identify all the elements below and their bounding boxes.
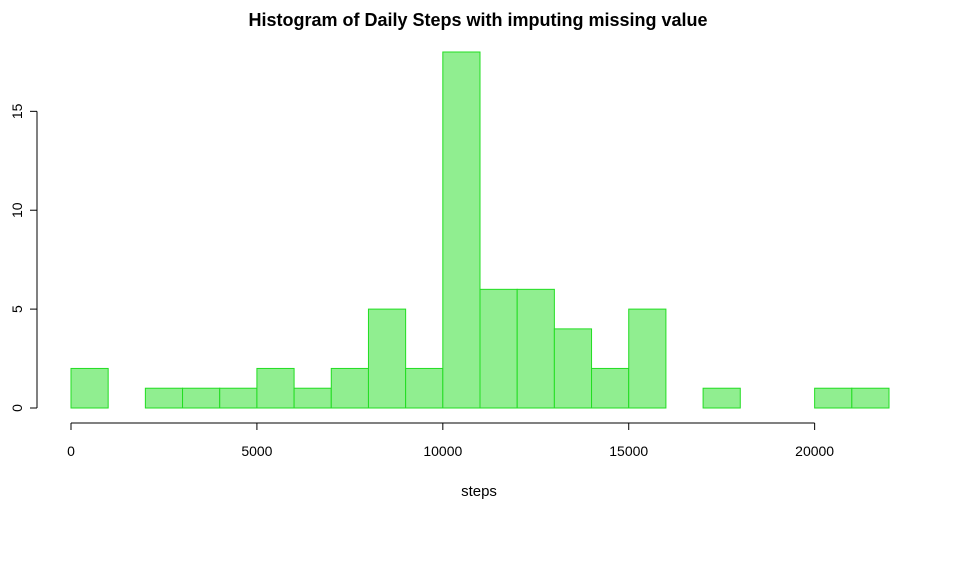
y-axis: 0 5 10 15	[9, 103, 38, 412]
histogram-bar-20	[814, 387, 853, 409]
histogram-bar-8	[367, 308, 407, 409]
histogram-bar-11	[479, 288, 518, 409]
bars-group	[70, 51, 890, 409]
histogram-bar-9	[405, 367, 444, 409]
x-tick-label-2: 10000	[423, 443, 462, 459]
histogram-bar-4	[219, 387, 258, 409]
histogram-bar-7	[330, 367, 369, 409]
histogram-bar-13	[553, 328, 593, 409]
x-tick-label-4: 20000	[795, 443, 834, 459]
histogram-bar-2	[144, 387, 184, 409]
y-tick-label-1: 5	[9, 305, 25, 313]
y-tick-label-3: 15	[9, 103, 25, 119]
chart-title: Histogram of Daily Steps with imputing m…	[248, 10, 707, 30]
histogram-bar-3	[182, 387, 221, 409]
x-tick-label-1: 5000	[241, 443, 272, 459]
histogram-bar-5	[256, 367, 295, 409]
x-axis: 0 5000 10000 15000 20000	[67, 422, 834, 459]
histogram-bar-10	[442, 51, 481, 409]
x-tick-label-3: 15000	[609, 443, 648, 459]
histogram-bar-15	[628, 308, 667, 409]
histogram-bar-17	[702, 387, 741, 409]
histogram-bar-6	[293, 387, 332, 409]
histogram-bar-21	[851, 387, 890, 409]
histogram-bar-14	[591, 367, 630, 409]
x-axis-label: steps	[461, 483, 497, 500]
histogram-bar-0	[70, 367, 109, 409]
x-tick-label-0: 0	[67, 443, 75, 459]
y-tick-label-2: 10	[9, 202, 25, 218]
y-tick-label-0: 0	[9, 404, 25, 412]
histogram-bar-12	[516, 288, 555, 409]
